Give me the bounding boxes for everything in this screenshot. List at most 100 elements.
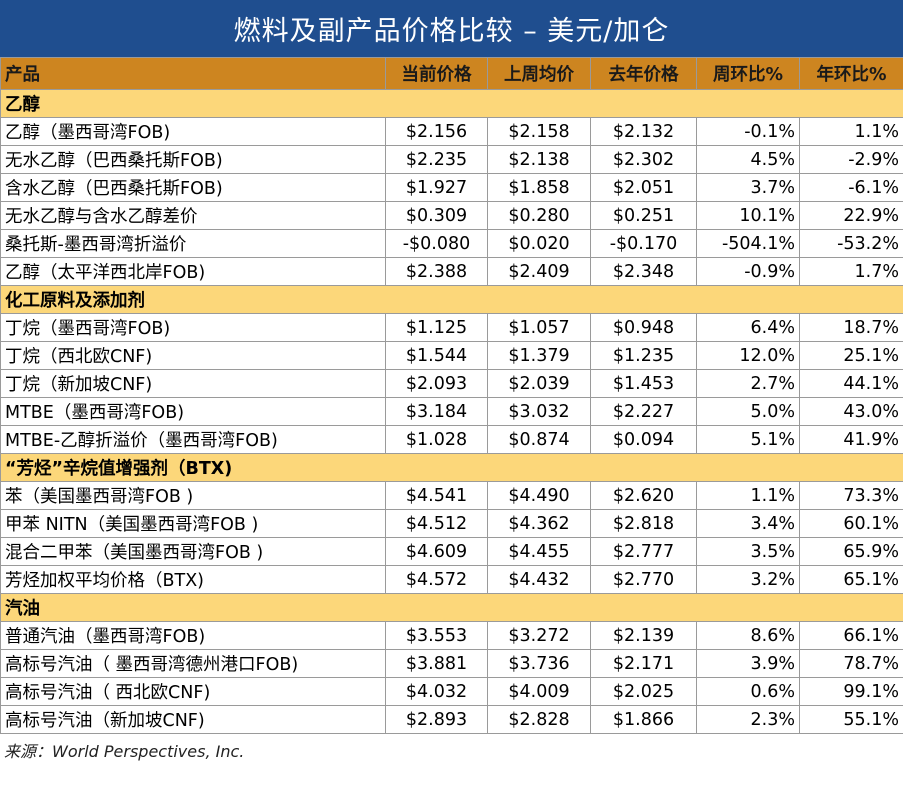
current-price: $2.156 <box>385 117 488 146</box>
last-week-avg: $0.280 <box>487 201 591 230</box>
week-change: 8.6% <box>696 621 800 650</box>
product-name: 丁烷（新加坡CNF) <box>0 369 386 398</box>
last-week-avg: $4.009 <box>487 677 591 706</box>
last-year-price: $2.620 <box>590 481 697 510</box>
header-current-price: 当前价格 <box>385 57 488 90</box>
last-week-avg: $1.057 <box>487 313 591 342</box>
week-change: 3.9% <box>696 649 800 678</box>
last-week-avg: $0.020 <box>487 229 591 258</box>
product-name: 甲苯 NITN（美国墨西哥湾FOB ) <box>0 509 386 538</box>
week-change: 3.2% <box>696 565 800 594</box>
current-price: $1.125 <box>385 313 488 342</box>
last-year-price: $2.302 <box>590 145 697 174</box>
table-row: 含水乙醇（巴西桑托斯FOB) $1.927 $1.858 $2.051 3.7% -6.1… <box>0 173 903 202</box>
table-row: 苯（美国墨西哥湾FOB ) $4.541 $4.490 $2.620 1.1% 73.3% <box>0 481 903 510</box>
table-row: 混合二甲苯（美国墨西哥湾FOB ) $4.609 $4.455 $2.777 3.5% 6… <box>0 537 903 566</box>
last-year-price: $2.025 <box>590 677 697 706</box>
product-name: 丁烷（墨西哥湾FOB) <box>0 313 386 342</box>
section-title: 乙醇 <box>0 89 903 118</box>
week-change: 0.6% <box>696 677 800 706</box>
current-price: $2.388 <box>385 257 488 286</box>
table-row: 丁烷（新加坡CNF) $2.093 $2.039 $1.453 2.7% 44.1% <box>0 369 903 398</box>
table-row: MTBE（墨西哥湾FOB) $3.184 $3.032 $2.227 5.0% 43.0% <box>0 397 903 426</box>
year-change: -6.1% <box>799 173 903 202</box>
table-row: 丁烷（墨西哥湾FOB) $1.125 $1.057 $0.948 6.4% 18.7% <box>0 313 903 342</box>
year-change: 65.9% <box>799 537 903 566</box>
year-change: -2.9% <box>799 145 903 174</box>
last-week-avg: $1.858 <box>487 173 591 202</box>
product-name: 无水乙醇与含水乙醇差价 <box>0 201 386 230</box>
week-change: 2.7% <box>696 369 800 398</box>
current-price: $1.544 <box>385 341 488 370</box>
week-change: 5.0% <box>696 397 800 426</box>
current-price: -$0.080 <box>385 229 488 258</box>
week-change: 5.1% <box>696 425 800 454</box>
product-name: 含水乙醇（巴西桑托斯FOB) <box>0 173 386 202</box>
table-row: 乙醇（太平洋西北岸FOB) $2.388 $2.409 $2.348 -0.9% 1.7% <box>0 257 903 286</box>
last-year-price: $0.948 <box>590 313 697 342</box>
week-change: 3.7% <box>696 173 800 202</box>
section-title: “芳烃”辛烷值增强剂（BTX) <box>0 453 903 482</box>
header-week-change: 周环比% <box>696 57 800 90</box>
last-year-price: $2.777 <box>590 537 697 566</box>
product-name: 混合二甲苯（美国墨西哥湾FOB ) <box>0 537 386 566</box>
current-price: $2.093 <box>385 369 488 398</box>
last-week-avg: $2.039 <box>487 369 591 398</box>
week-change: 12.0% <box>696 341 800 370</box>
current-price: $1.927 <box>385 173 488 202</box>
last-year-price: $2.171 <box>590 649 697 678</box>
product-name: 桑托斯-墨西哥湾折溢价 <box>0 229 386 258</box>
last-year-price: $2.139 <box>590 621 697 650</box>
table-row: 高标号汽油（ 墨西哥湾德州港口FOB) $3.881 $3.736 $2.171 3.9… <box>0 649 903 678</box>
table-row: MTBE-乙醇折溢价（墨西哥湾FOB) $1.028 $0.874 $0.094 5.1… <box>0 425 903 454</box>
current-price: $4.572 <box>385 565 488 594</box>
current-price: $4.512 <box>385 509 488 538</box>
table-row: 无水乙醇（巴西桑托斯FOB) $2.235 $2.138 $2.302 4.5% -2.9… <box>0 145 903 174</box>
last-week-avg: $2.409 <box>487 257 591 286</box>
last-year-price: $2.227 <box>590 397 697 426</box>
table-row: 高标号汽油（ 西北欧CNF) $4.032 $4.009 $2.025 0.6% 99.1… <box>0 677 903 706</box>
product-name: 普通汽油（墨西哥湾FOB) <box>0 621 386 650</box>
current-price: $3.184 <box>385 397 488 426</box>
year-change: 41.9% <box>799 425 903 454</box>
table-row: 桑托斯-墨西哥湾折溢价 -$0.080 $0.020 -$0.170 -504.1% -5… <box>0 229 903 258</box>
product-name: 高标号汽油（新加坡CNF) <box>0 705 386 734</box>
product-name: 芳烃加权平均价格（BTX) <box>0 565 386 594</box>
last-week-avg: $3.272 <box>487 621 591 650</box>
price-comparison-table: 产品 当前价格 上周均价 去年价格 周环比% 年环比% 乙醇 乙醇（墨西哥湾FOB… <box>0 57 903 734</box>
product-name: MTBE（墨西哥湾FOB) <box>0 397 386 426</box>
year-change: 60.1% <box>799 509 903 538</box>
header-last-year-price: 去年价格 <box>590 57 697 90</box>
year-change: 1.7% <box>799 257 903 286</box>
section-row: 汽油 <box>0 593 903 622</box>
last-week-avg: $4.490 <box>487 481 591 510</box>
table-body: 乙醇 乙醇（墨西哥湾FOB) $2.156 $2.158 $2.132 -0.1% 1.1%… <box>0 89 903 734</box>
header-product: 产品 <box>0 57 386 90</box>
product-name: 高标号汽油（ 西北欧CNF) <box>0 677 386 706</box>
current-price: $4.032 <box>385 677 488 706</box>
section-row: 乙醇 <box>0 89 903 118</box>
week-change: 10.1% <box>696 201 800 230</box>
year-change: 43.0% <box>799 397 903 426</box>
week-change: 4.5% <box>696 145 800 174</box>
header-last-week-avg: 上周均价 <box>487 57 591 90</box>
year-change: 18.7% <box>799 313 903 342</box>
current-price: $0.309 <box>385 201 488 230</box>
year-change: 73.3% <box>799 481 903 510</box>
section-title: 汽油 <box>0 593 903 622</box>
last-year-price: -$0.170 <box>590 229 697 258</box>
last-year-price: $2.818 <box>590 509 697 538</box>
week-change: 3.4% <box>696 509 800 538</box>
table-row: 乙醇（墨西哥湾FOB) $2.156 $2.158 $2.132 -0.1% 1.1% <box>0 117 903 146</box>
last-week-avg: $2.828 <box>487 705 591 734</box>
year-change: -53.2% <box>799 229 903 258</box>
year-change: 66.1% <box>799 621 903 650</box>
year-change: 25.1% <box>799 341 903 370</box>
year-change: 55.1% <box>799 705 903 734</box>
table-row: 丁烷（西北欧CNF) $1.544 $1.379 $1.235 12.0% 25.1% <box>0 341 903 370</box>
week-change: -504.1% <box>696 229 800 258</box>
page-title: 燃料及副产品价格比较 – 美元/加仑 <box>0 0 903 57</box>
last-year-price: $2.348 <box>590 257 697 286</box>
current-price: $2.235 <box>385 145 488 174</box>
table-row: 高标号汽油（新加坡CNF) $2.893 $2.828 $1.866 2.3% 55.1% <box>0 705 903 734</box>
